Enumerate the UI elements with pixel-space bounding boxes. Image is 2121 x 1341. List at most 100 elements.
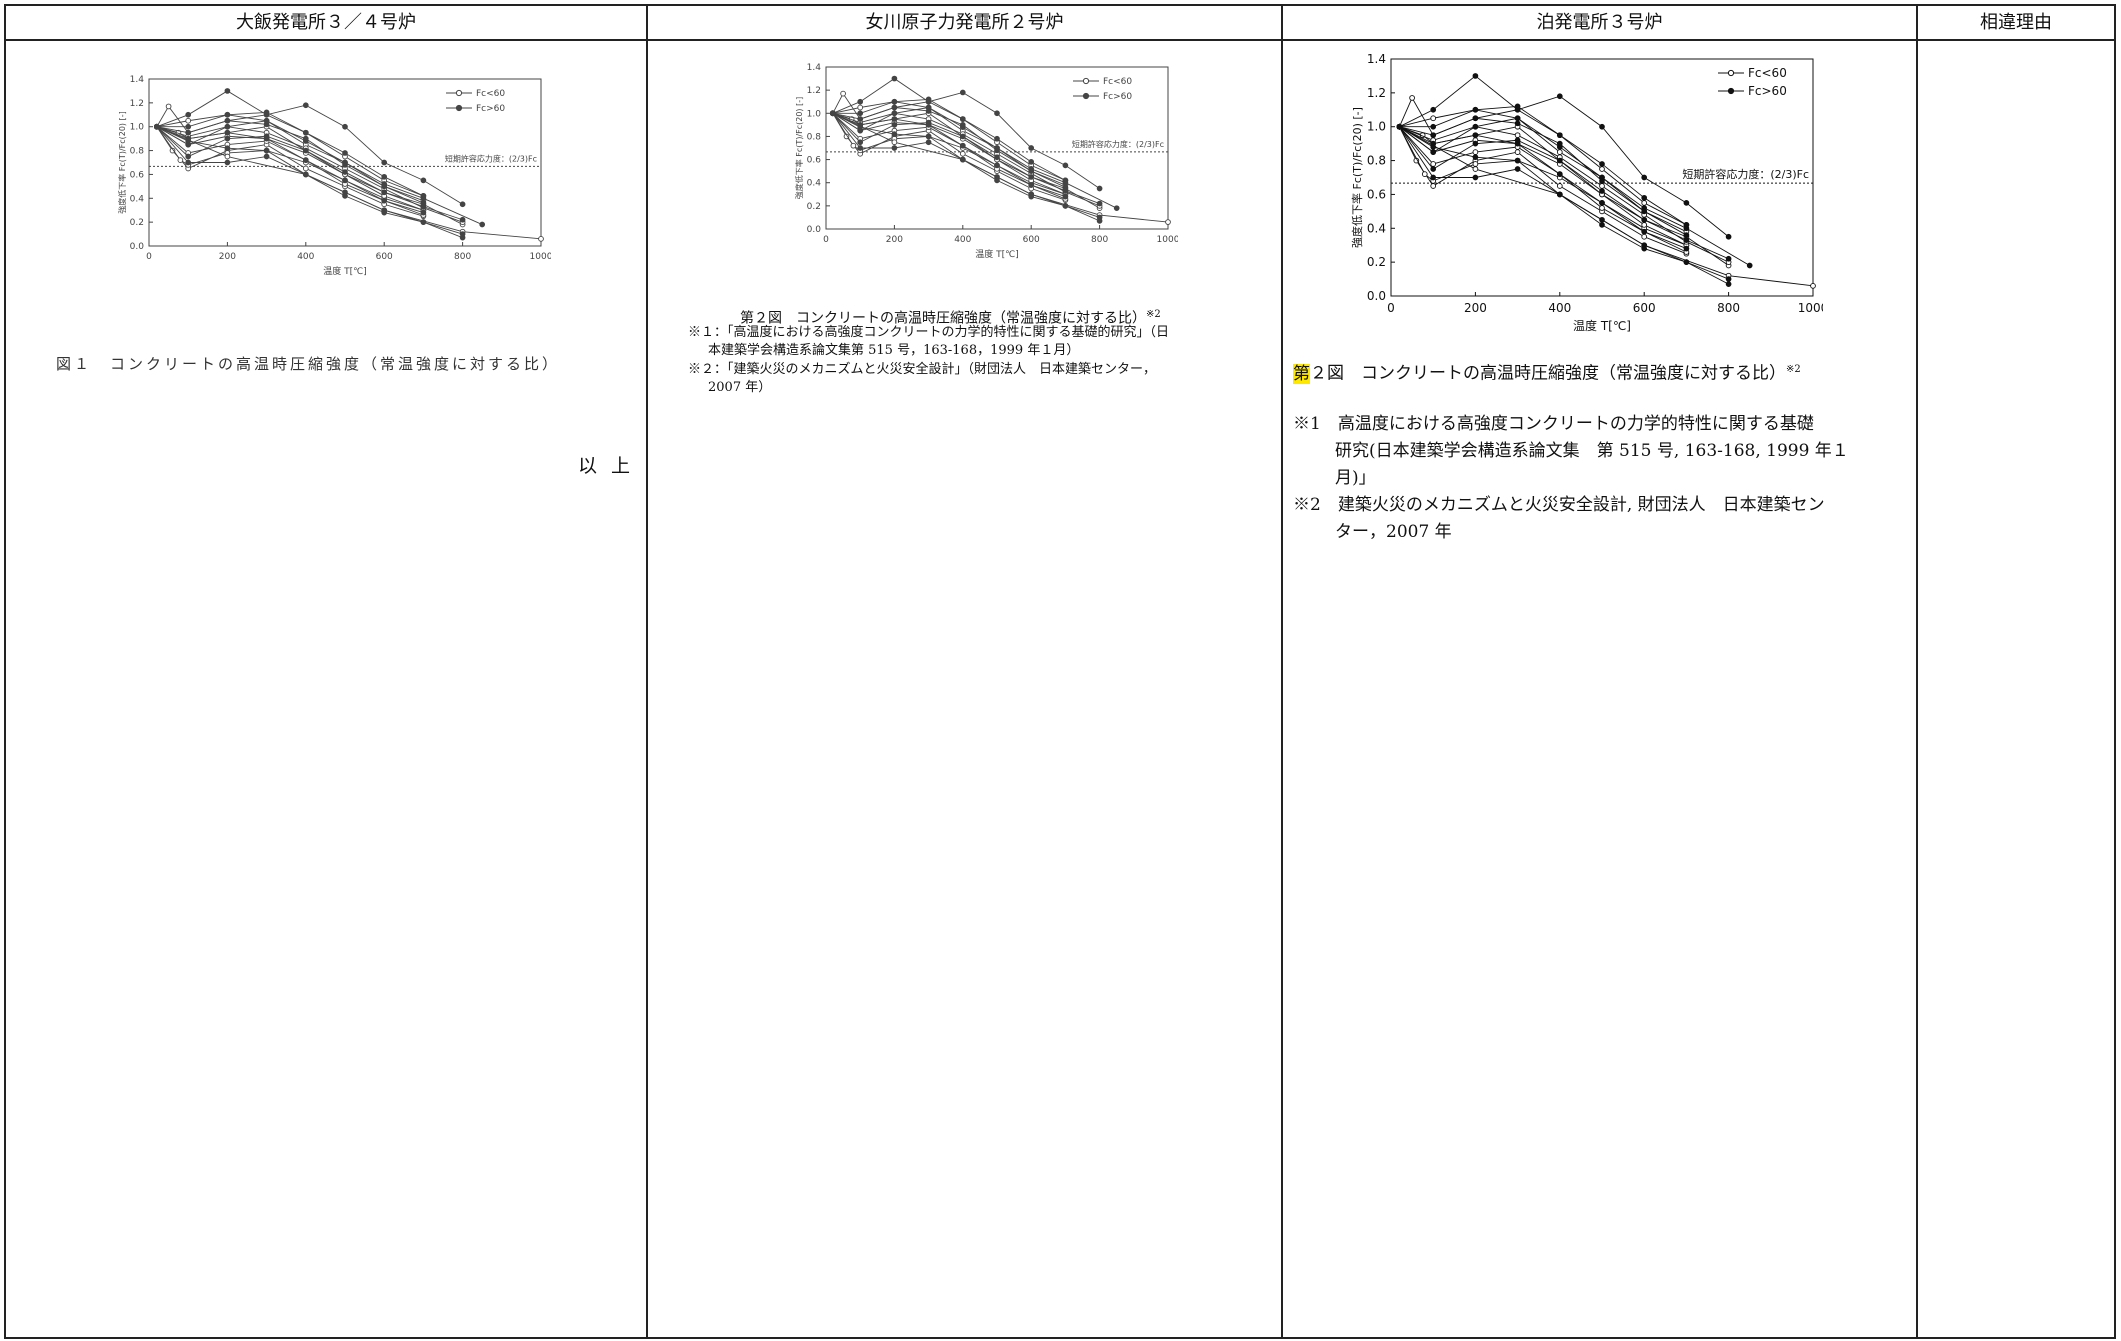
- x-tick-label: 1000: [1798, 301, 1823, 315]
- series-line-fc-over-60: [156, 126, 424, 214]
- data-point-filled: [891, 116, 898, 122]
- data-point-filled: [1028, 193, 1035, 200]
- data-point-filled: [420, 193, 427, 199]
- data-point-filled: [1641, 245, 1648, 252]
- reference-line-label: 短期許容応力度：(2/3)Fc: [445, 153, 537, 163]
- y-tick-label: 0.2: [807, 202, 821, 212]
- data-point-filled: [1062, 193, 1069, 200]
- series-line-fc-under-60: [832, 112, 1066, 200]
- data-point-filled: [381, 173, 388, 180]
- y-tick-label: 0.8: [807, 132, 822, 142]
- data-point-filled: [342, 150, 348, 156]
- data-point-filled: [994, 154, 1000, 161]
- data-point-filled: [994, 135, 1000, 142]
- column-reason: 相違理由: [1916, 6, 2114, 1337]
- data-point-filled: [1096, 218, 1103, 224]
- data-point-filled: [891, 122, 898, 128]
- y-tick-label: 0.0: [130, 242, 145, 252]
- data-point-filled: [263, 121, 270, 128]
- data-point-filled: [1514, 103, 1521, 110]
- data-point-filled: [185, 111, 192, 118]
- series-line-fc-over-60: [832, 112, 1100, 204]
- footnote-2-cont: 2007 年）: [708, 380, 772, 395]
- x-tick-label: 1000: [530, 252, 551, 262]
- data-point-filled: [1599, 188, 1605, 194]
- data-point-filled: [925, 133, 932, 140]
- data-point-filled: [1599, 123, 1605, 130]
- data-point-filled: [1472, 174, 1479, 181]
- caption-highlight: 第: [1293, 363, 1310, 384]
- data-point-filled: [1683, 222, 1690, 228]
- data-point-filled: [342, 193, 348, 199]
- data-point-filled: [857, 139, 864, 146]
- footnote-2: ※２：「建築火災のメカニズムと火災安全設計」（財団法人 日本建築センター，: [688, 362, 1157, 377]
- data-point-filled: [1472, 154, 1479, 161]
- legend-marker: [1082, 77, 1090, 85]
- x-axis-label: 温度 T[℃]: [975, 248, 1019, 260]
- data-point-filled: [1430, 174, 1437, 181]
- data-point-filled: [1556, 171, 1563, 177]
- data-point-filled: [224, 129, 231, 136]
- data-point-open: [1472, 149, 1479, 155]
- legend-label: Fc<60: [1748, 66, 1787, 80]
- legend-marker: [455, 104, 463, 112]
- data-point-filled: [224, 88, 231, 94]
- data-point-open: [1599, 205, 1605, 211]
- data-point-filled: [1028, 145, 1035, 151]
- x-tick-label: 400: [1548, 301, 1571, 315]
- data-point-filled: [1472, 115, 1479, 122]
- reference-2-cont: ター，2007 年: [1335, 522, 1452, 542]
- data-point-open: [1430, 183, 1437, 189]
- data-point-filled: [302, 147, 309, 154]
- data-point-filled: [1683, 200, 1690, 206]
- data-point-filled: [1514, 115, 1521, 122]
- series-line-fc-over-60: [1399, 105, 1687, 226]
- data-point-open: [1430, 161, 1437, 167]
- data-point-filled: [891, 110, 898, 117]
- data-point-filled: [925, 96, 932, 103]
- data-point-open: [1430, 115, 1437, 122]
- x-tick-label: 0: [1387, 301, 1395, 315]
- data-point-filled: [891, 131, 898, 137]
- data-point-open: [169, 147, 176, 154]
- data-point-filled: [857, 110, 864, 117]
- data-point-filled: [479, 221, 486, 228]
- data-point-open: [1599, 166, 1605, 172]
- x-tick-label: 200: [219, 252, 236, 262]
- data-point-filled: [459, 234, 466, 241]
- data-point-filled: [1028, 168, 1035, 174]
- data-point-filled: [1556, 191, 1563, 198]
- caption-ohi: 図１ コンクリートの高温時圧縮強度（常温強度に対する比）: [56, 355, 561, 373]
- data-point-open: [1472, 166, 1479, 172]
- data-point-filled: [1725, 281, 1732, 288]
- data-point-filled: [1062, 184, 1069, 191]
- data-point-open: [1421, 171, 1428, 177]
- legend-label: Fc>60: [1748, 84, 1787, 98]
- y-tick-label: 1.2: [807, 86, 821, 96]
- data-point-filled: [1683, 259, 1690, 265]
- reference-2: ※2 建築火災のメカニズムと火災安全設計, 財団法人 日本建築セン: [1293, 495, 1825, 515]
- data-point-filled: [1028, 182, 1035, 188]
- data-point-open: [1472, 161, 1479, 167]
- data-point-open: [840, 90, 846, 97]
- data-point-filled: [1062, 162, 1069, 169]
- series-line-fc-over-60: [832, 78, 1100, 189]
- data-point-open: [1556, 149, 1563, 155]
- data-point-filled: [302, 129, 309, 136]
- series-line-fc-over-60: [156, 126, 463, 221]
- legend-label: Fc>60: [1103, 92, 1132, 102]
- series-line-fc-over-60: [156, 111, 424, 197]
- y-axis-label: 強度低下率 Fc(T)/Fc(20) [-]: [1350, 107, 1364, 248]
- data-point-filled: [381, 197, 388, 204]
- column-ohi: 大飯発電所３／４号炉 0 200 400 600 800 1000 0.0 0.2 0.4 0.6…: [6, 6, 646, 1337]
- data-point-filled: [1641, 216, 1648, 223]
- data-point-filled: [1556, 157, 1563, 164]
- data-point-filled: [925, 139, 932, 146]
- data-point-filled: [1746, 262, 1753, 269]
- y-tick-label: 1.4: [1367, 52, 1386, 66]
- data-point-filled: [1062, 177, 1069, 184]
- data-point-filled: [1062, 203, 1069, 209]
- data-point-filled: [994, 147, 1000, 154]
- y-tick-label: 0.0: [807, 225, 822, 235]
- legend-label: Fc>60: [476, 104, 505, 114]
